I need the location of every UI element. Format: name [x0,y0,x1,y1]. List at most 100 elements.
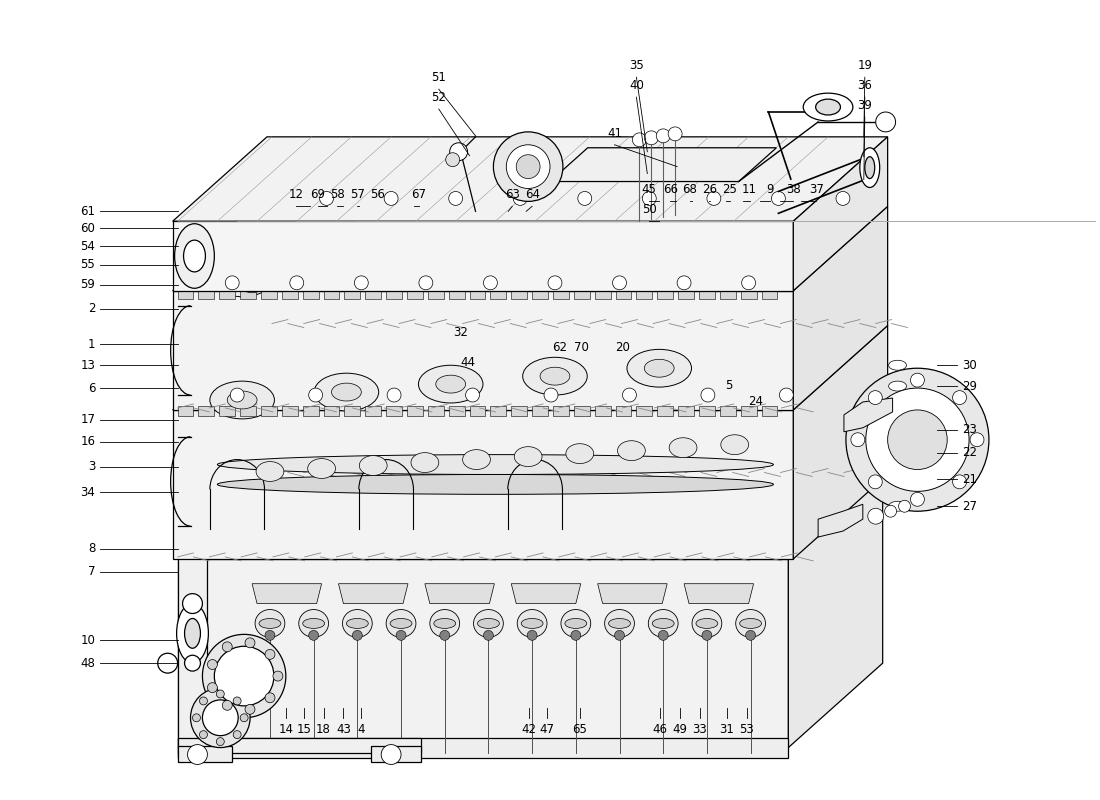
Text: 38: 38 [785,183,801,197]
Ellipse shape [521,618,543,629]
Circle shape [615,630,625,640]
FancyBboxPatch shape [261,289,277,298]
Circle shape [707,191,721,206]
Circle shape [516,154,540,178]
Ellipse shape [513,248,568,276]
Circle shape [222,642,232,652]
Circle shape [657,129,670,142]
FancyBboxPatch shape [449,289,464,298]
Circle shape [222,700,232,710]
Ellipse shape [514,446,542,466]
Ellipse shape [256,462,284,482]
Text: 67: 67 [411,188,427,202]
Text: 11: 11 [742,183,757,197]
Text: 41: 41 [607,127,621,140]
FancyBboxPatch shape [814,204,830,214]
FancyBboxPatch shape [491,289,506,298]
Circle shape [668,127,682,141]
Text: 18: 18 [316,722,331,736]
Polygon shape [793,206,888,410]
Ellipse shape [669,438,697,458]
FancyBboxPatch shape [314,204,330,214]
Ellipse shape [255,610,285,638]
Text: 46: 46 [652,722,668,736]
Circle shape [265,630,275,640]
FancyBboxPatch shape [365,406,382,416]
Circle shape [309,630,319,640]
Circle shape [953,390,967,405]
FancyBboxPatch shape [751,204,768,214]
FancyBboxPatch shape [658,289,673,298]
FancyBboxPatch shape [512,289,527,298]
Text: 35: 35 [629,59,644,72]
FancyBboxPatch shape [344,289,361,298]
Polygon shape [177,738,789,758]
FancyBboxPatch shape [198,406,214,416]
FancyBboxPatch shape [678,406,694,416]
Polygon shape [177,539,208,758]
Text: 27: 27 [962,500,977,513]
FancyBboxPatch shape [740,289,757,298]
FancyBboxPatch shape [397,204,412,214]
FancyBboxPatch shape [564,204,580,214]
Text: 69: 69 [310,188,326,202]
Circle shape [273,671,283,681]
Text: 10: 10 [80,634,96,647]
Ellipse shape [414,255,469,283]
FancyBboxPatch shape [344,406,361,416]
Circle shape [484,276,497,290]
Polygon shape [844,398,892,432]
Text: 59: 59 [80,278,96,291]
Ellipse shape [438,263,463,279]
Text: eurospares: eurospares [659,474,922,516]
FancyBboxPatch shape [219,289,235,298]
Ellipse shape [561,610,591,638]
Text: 19: 19 [857,59,872,72]
Text: 14: 14 [278,722,294,736]
Ellipse shape [390,618,412,629]
Circle shape [571,630,581,640]
FancyBboxPatch shape [428,406,443,416]
Circle shape [465,388,480,402]
Ellipse shape [538,256,562,272]
Text: 60: 60 [80,222,96,234]
FancyBboxPatch shape [730,204,747,214]
Circle shape [192,714,200,722]
Text: 31: 31 [719,722,734,736]
Polygon shape [372,746,421,762]
Ellipse shape [889,360,906,370]
Polygon shape [793,137,888,290]
Polygon shape [173,410,793,559]
Circle shape [702,630,712,640]
Ellipse shape [720,434,749,454]
Polygon shape [793,326,888,559]
Text: 70: 70 [574,341,589,354]
Ellipse shape [299,610,329,638]
Polygon shape [252,584,321,603]
Circle shape [911,373,924,387]
Ellipse shape [360,456,387,475]
Ellipse shape [218,474,773,494]
Text: 17: 17 [80,414,96,426]
Polygon shape [173,137,888,222]
FancyBboxPatch shape [574,406,590,416]
Ellipse shape [815,99,840,115]
Ellipse shape [339,270,364,286]
Polygon shape [425,584,494,603]
Text: 47: 47 [539,722,554,736]
Ellipse shape [477,618,499,629]
Ellipse shape [331,383,361,401]
Ellipse shape [346,618,368,629]
FancyBboxPatch shape [532,289,548,298]
Circle shape [352,630,362,640]
FancyBboxPatch shape [574,289,590,298]
Circle shape [183,594,202,614]
Polygon shape [684,584,754,603]
FancyBboxPatch shape [793,204,810,214]
Ellipse shape [433,618,455,629]
FancyBboxPatch shape [698,406,715,416]
Circle shape [440,630,450,640]
Ellipse shape [210,381,274,419]
Circle shape [320,191,333,206]
Circle shape [746,630,756,640]
